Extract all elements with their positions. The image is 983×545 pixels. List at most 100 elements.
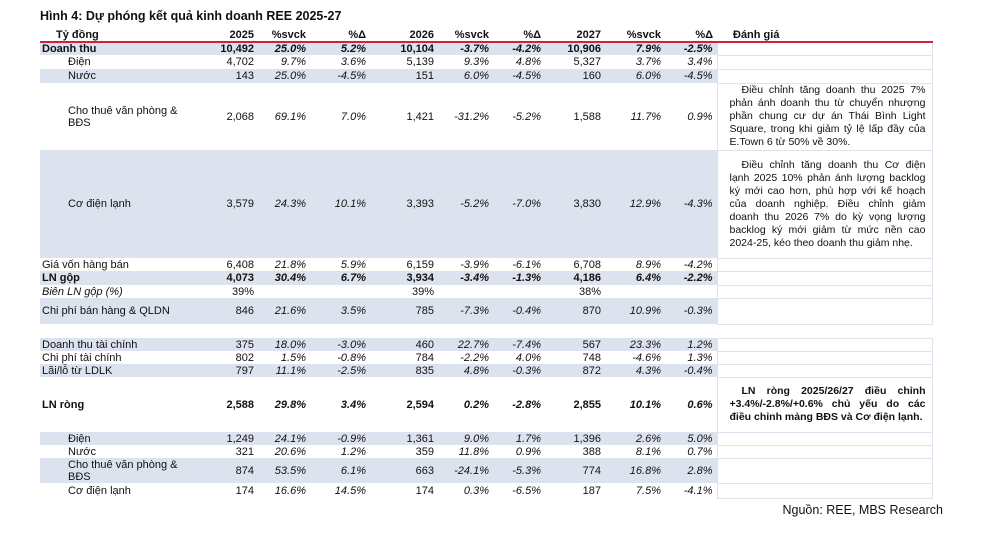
row-label: Điện — [68, 56, 91, 68]
value-cell: 663 — [370, 458, 438, 483]
row-label: Biên LN gộp (%) — [42, 285, 123, 298]
assessment-cell — [716, 297, 933, 325]
row-label: Cho thuê văn phòng & BĐS — [40, 458, 195, 483]
value-cell: 3,934 — [370, 271, 438, 285]
value-cell: 4.3% — [605, 364, 665, 377]
value-cell: 21.6% — [258, 298, 310, 324]
value-cell: 802 — [235, 351, 254, 364]
value-cell: -31.2% — [454, 110, 489, 123]
value-cell: -0.3% — [493, 364, 545, 377]
table-row: Biên LN gộp (%) 39% 39% 38% — [40, 284, 933, 299]
value-cell: -2.5% — [665, 42, 717, 55]
value-cell: 18.0% — [258, 338, 310, 351]
value-cell: 3,393 — [370, 150, 438, 258]
value-cell: 5,139 — [406, 56, 434, 68]
value-cell: 22.7% — [438, 338, 493, 351]
empty-cell — [717, 324, 932, 338]
value-cell: 1,249 — [195, 432, 258, 445]
assessment-cell: Điều chỉnh tăng doanh thu Cơ điện lạnh 2… — [716, 149, 933, 259]
value-cell: 3,830 — [545, 150, 605, 258]
value-cell: 460 — [370, 338, 438, 351]
value-cell: 10.9% — [605, 298, 665, 324]
column-header: 2027 — [545, 29, 605, 43]
value-cell: -0.9% — [310, 432, 370, 445]
empty-cell — [438, 324, 493, 338]
value-cell: 784 — [415, 351, 434, 364]
value-cell: 23.3% — [605, 338, 665, 351]
column-header: Đánh giá — [717, 29, 932, 43]
column-header: %svck — [605, 29, 665, 43]
value-cell — [493, 285, 545, 298]
value-cell: 14.5% — [334, 484, 366, 497]
value-cell: 25.0% — [258, 42, 310, 55]
value-cell: 5,327 — [573, 56, 601, 68]
value-cell: 359 — [415, 445, 434, 458]
value-cell: 0.3% — [463, 484, 489, 497]
value-cell: -4.3% — [665, 150, 717, 258]
value-cell: 2,855 — [573, 398, 601, 411]
value-cell: 38% — [578, 285, 601, 298]
assessment-cell — [716, 350, 933, 365]
value-cell: 9.7% — [280, 56, 306, 68]
value-cell: -2.8% — [512, 398, 541, 411]
value-cell: -24.1% — [438, 458, 493, 483]
value-cell: 2.8% — [665, 458, 717, 483]
value-cell: -3.7% — [438, 42, 493, 55]
row-label: Doanh thu tài chính — [40, 338, 195, 351]
value-cell: 16.8% — [605, 458, 665, 483]
value-cell: 874 — [195, 458, 258, 483]
assessment-cell: Điều chỉnh tăng doanh thu 2025 7% phản á… — [716, 82, 933, 151]
assessment-cell — [716, 431, 933, 446]
value-cell: 6,408 — [226, 258, 254, 271]
value-cell: 6.0% — [605, 69, 665, 83]
empty-cell — [310, 324, 370, 338]
value-cell: -1.3% — [493, 271, 545, 285]
value-cell — [605, 285, 665, 298]
value-cell: 143 — [195, 69, 258, 83]
value-cell: -4.1% — [683, 484, 713, 497]
value-cell: -4.2% — [493, 42, 545, 55]
value-cell: 16.6% — [274, 484, 306, 497]
value-cell: 0.7% — [687, 445, 713, 458]
value-cell: 870 — [545, 298, 605, 324]
value-cell: -4.6% — [632, 351, 661, 364]
value-cell: -2.2% — [665, 271, 717, 285]
value-cell: -4.5% — [665, 69, 717, 83]
value-cell: 24.1% — [258, 432, 310, 445]
row-label: Điện — [40, 432, 195, 445]
row-label: Cơ điện lạnh — [40, 150, 195, 258]
value-cell: 5.2% — [310, 42, 370, 55]
value-cell: 21.8% — [274, 258, 306, 271]
assessment-cell — [716, 68, 933, 84]
value-cell: -3.0% — [310, 338, 370, 351]
table-row: Chi phí bán hàng & QLDN 846 21.6% 3.5% 785 -7… — [40, 297, 933, 325]
value-cell: -6.1% — [512, 258, 541, 271]
value-cell: 11.7% — [630, 110, 661, 123]
value-cell: 8.9% — [635, 258, 661, 271]
value-cell: -0.3% — [665, 298, 717, 324]
table-row: Lãi/lỗ từ LDLK 797 11.1% -2.5% 835 4.8% -0.3% 8… — [40, 363, 933, 378]
row-label: Lãi/lỗ từ LDLK — [40, 364, 195, 377]
assessment-cell — [716, 270, 933, 286]
value-cell: 846 — [195, 298, 258, 324]
row-label: Nước — [68, 445, 97, 458]
value-cell: 11.8% — [458, 445, 489, 458]
value-cell: 39% — [231, 285, 254, 298]
empty-cell — [605, 324, 665, 338]
assessment-cell: LN ròng 2025/26/27 điều chỉnh +3.4%/-2.8… — [716, 376, 933, 433]
value-cell: -6.5% — [512, 484, 541, 497]
value-cell: 3.7% — [635, 56, 661, 68]
value-cell: 151 — [370, 69, 438, 83]
value-cell: 53.5% — [258, 458, 310, 483]
row-label: Chi phí bán hàng & QLDN — [40, 298, 195, 324]
value-cell: 0.9% — [515, 445, 541, 458]
value-cell: 0.6% — [687, 398, 713, 411]
empty-cell — [665, 324, 717, 338]
value-cell — [310, 285, 370, 298]
row-label: Nước — [40, 69, 195, 83]
value-cell: 10,906 — [545, 42, 605, 55]
assessment-cell — [716, 482, 933, 499]
value-cell: 6.7% — [310, 271, 370, 285]
value-cell: 0.9% — [687, 110, 713, 123]
